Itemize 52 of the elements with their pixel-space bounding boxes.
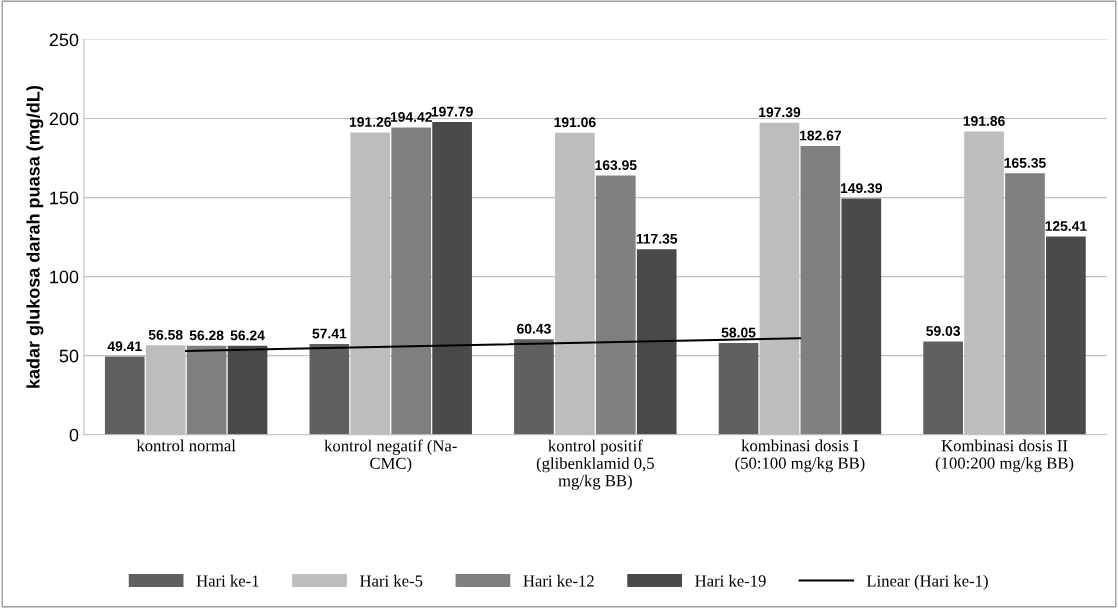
bar	[1005, 173, 1045, 435]
legend-label: Hari ke-12	[523, 574, 594, 587]
x-tick-label: kontrol negatif (Na- CMC)	[324, 439, 457, 473]
y-tick-label: 200	[49, 112, 79, 126]
bar	[104, 356, 145, 435]
data-label: 165.35	[1004, 157, 1046, 168]
bar	[432, 122, 472, 435]
data-label: 197.39	[759, 107, 801, 118]
data-label: 60.43	[517, 323, 551, 334]
bar	[923, 341, 963, 435]
x-tick-label: kombinasi dosis I (50:100 mg/kg BB)	[735, 439, 865, 473]
bar	[841, 198, 882, 435]
bar	[1046, 236, 1086, 435]
y-axis-title: kadar glukosa darah puasa (mg/dL)	[26, 86, 44, 388]
data-label: 197.79	[431, 106, 473, 117]
y-tick-label: 100	[50, 270, 79, 284]
data-label: 191.26	[349, 117, 392, 127]
data-label: 56.58	[148, 329, 183, 340]
data-label: 56.28	[189, 330, 224, 341]
data-label: 191.06	[554, 117, 596, 128]
data-label: 58.05	[721, 327, 756, 338]
data-label: 56.24	[230, 330, 265, 341]
data-label: 59.03	[926, 326, 961, 336]
bar	[636, 249, 677, 435]
x-tick-label: Kombinasi dosis II (100:200 mg/kg BB)	[935, 439, 1074, 473]
y-tick-label: 150	[50, 191, 79, 205]
data-label: 49.41	[107, 341, 142, 352]
bar	[186, 345, 227, 435]
y-tick-label: 50	[59, 349, 79, 363]
data-label: 57.41	[312, 328, 347, 339]
data-label: 182.67	[800, 130, 842, 141]
data-label: 117.35	[636, 233, 678, 244]
data-label: 191.86	[963, 116, 1005, 126]
legend-label: Hari ke-5	[360, 574, 423, 587]
data-label: 194.42	[390, 112, 432, 122]
bar	[227, 345, 268, 435]
y-tick-label: 250	[49, 33, 79, 47]
legend-label: Linear (Hari ke-1)	[866, 574, 988, 590]
legend-label: Hari ke-19	[695, 574, 766, 587]
data-label: 149.39	[840, 183, 883, 194]
data-label: 163.95	[595, 160, 637, 171]
bar	[309, 343, 350, 435]
data-label: 125.41	[1045, 221, 1087, 231]
x-tick-label: kontrol normal	[136, 439, 236, 452]
bar	[514, 339, 554, 435]
bar	[800, 145, 841, 435]
bar	[595, 175, 636, 435]
bar	[391, 127, 432, 435]
bar	[718, 342, 759, 435]
y-tick-label: 0	[69, 428, 79, 442]
legend-label: Hari ke-1	[196, 574, 259, 587]
x-tick-label: kontrol positif (glibenklamid 0,5 mg/kg BB)	[536, 439, 654, 490]
